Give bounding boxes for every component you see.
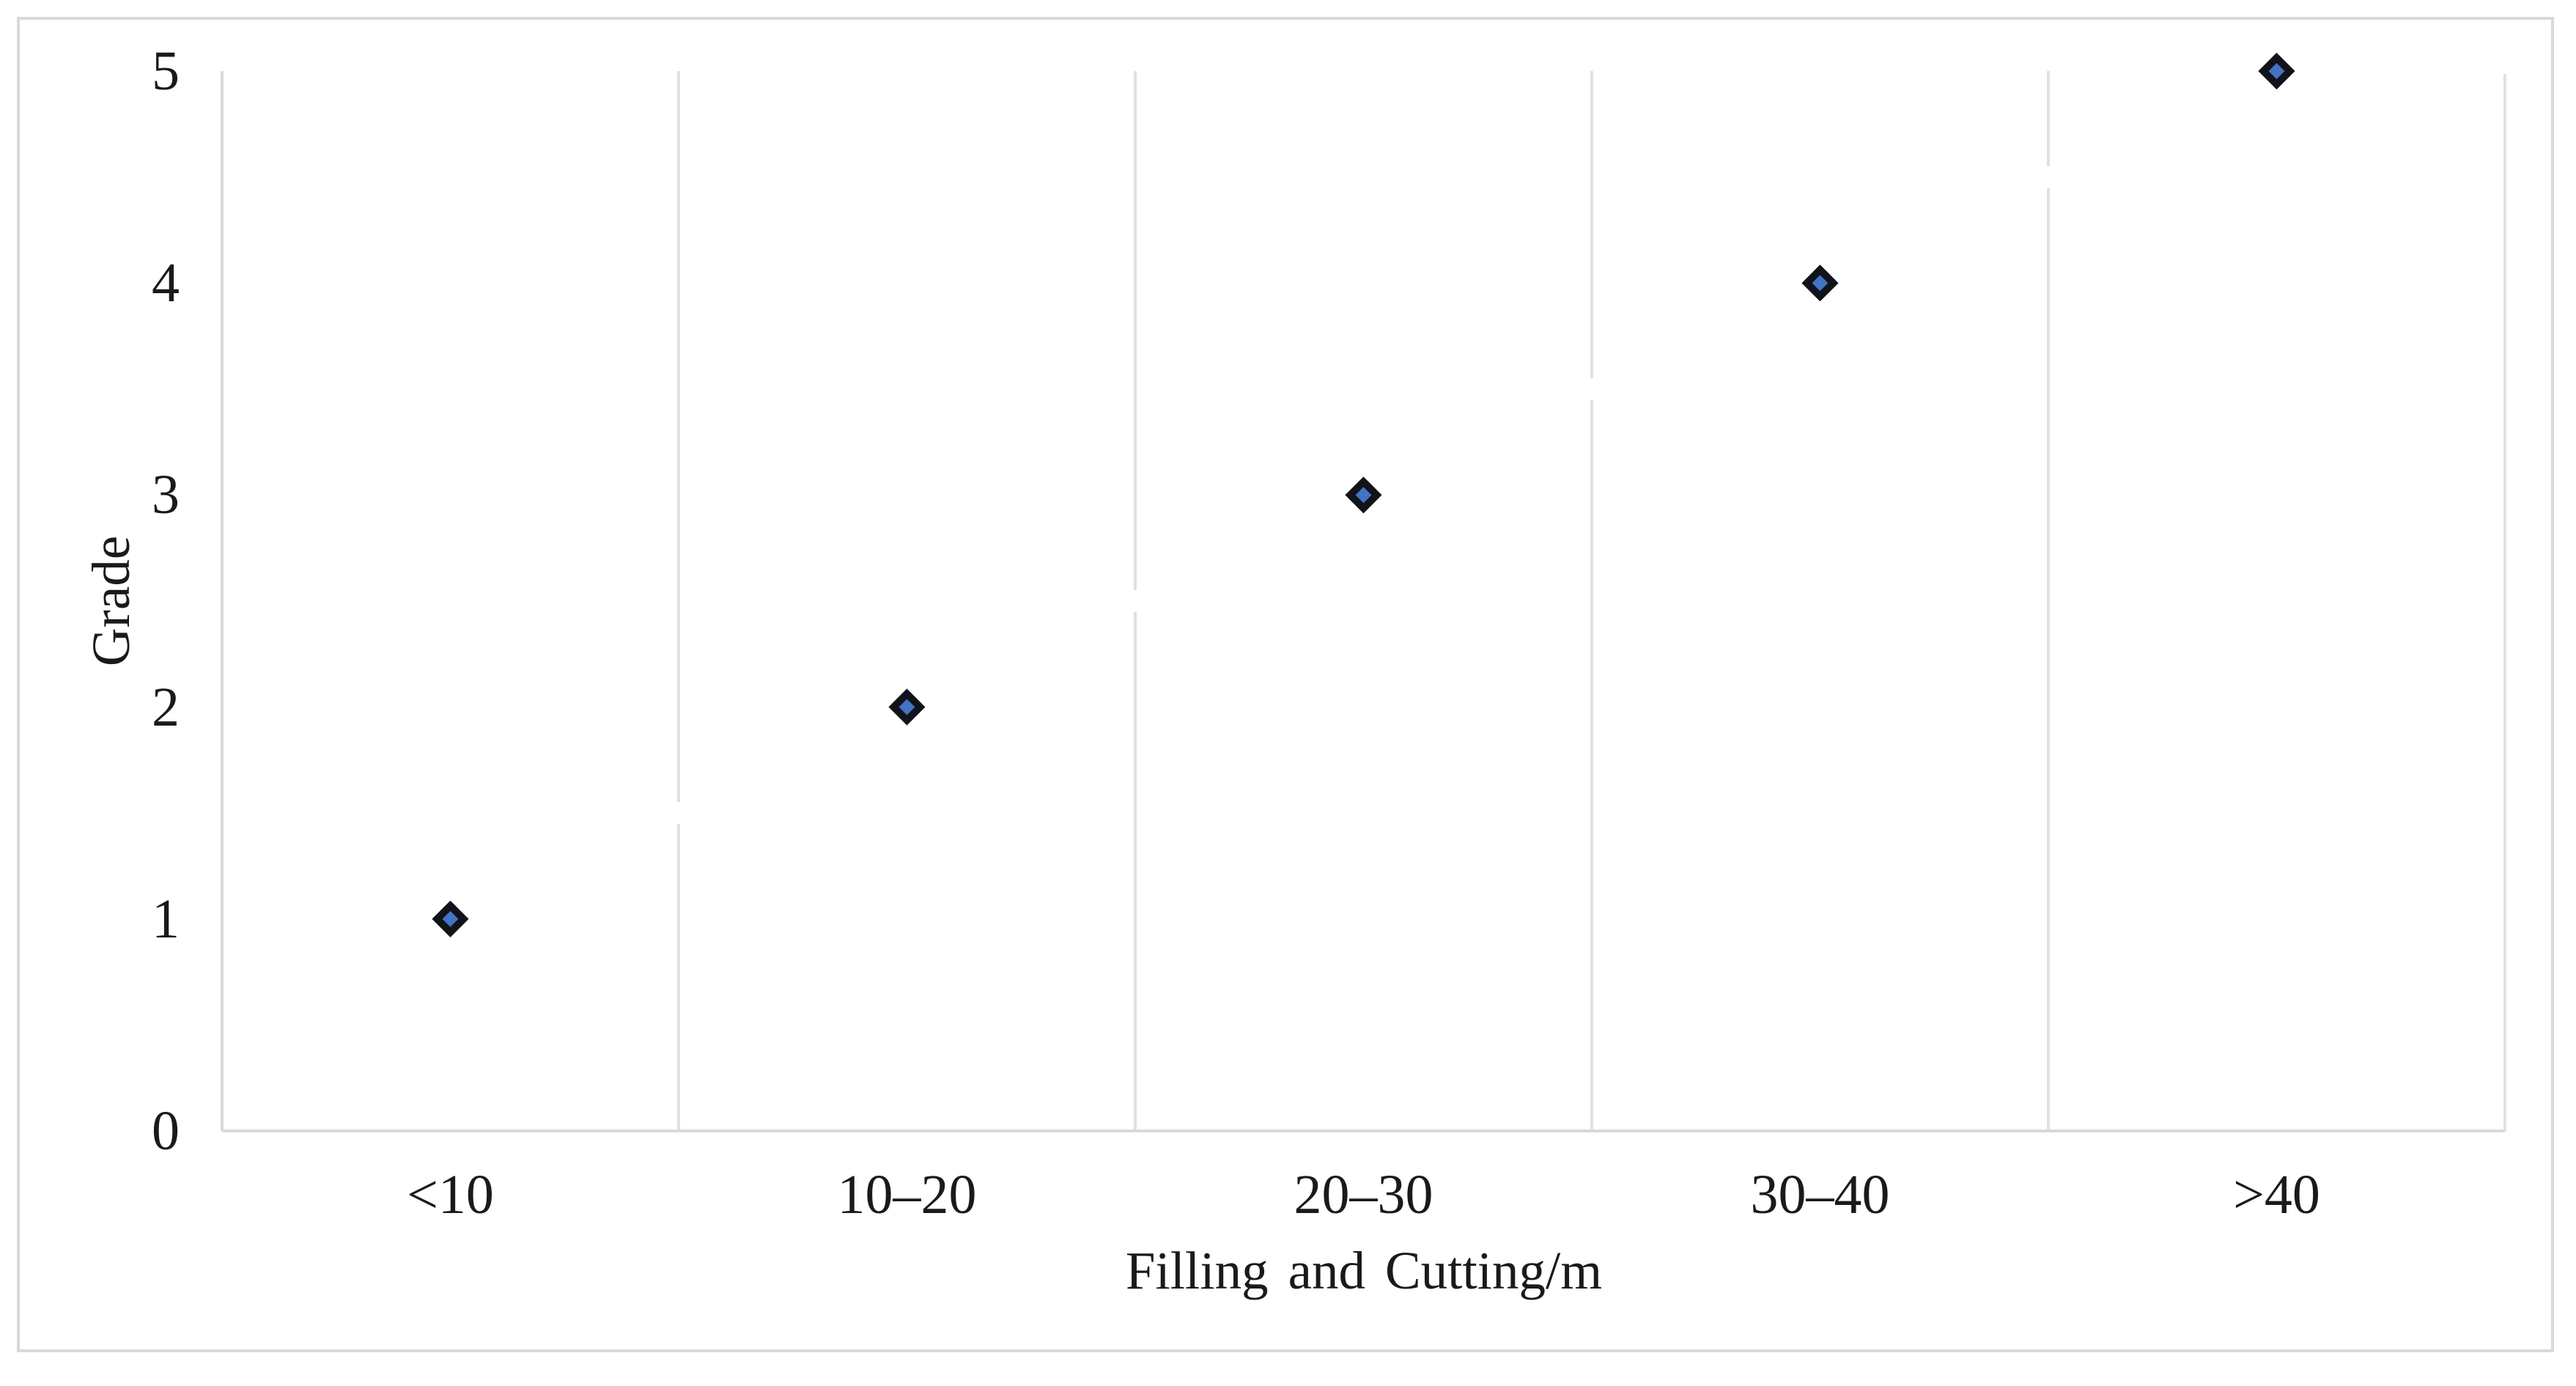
y-tick-label: 0: [152, 1100, 180, 1162]
x-tick-label: 10–20: [837, 1164, 977, 1225]
y-tick-label: 5: [152, 40, 180, 102]
data-point-marker: [2258, 52, 2295, 90]
y-axis-title: Grade: [81, 535, 141, 667]
y-tick-label: 3: [152, 464, 180, 526]
x-tick-label: 30–40: [1750, 1164, 1890, 1225]
x-tick-label: >40: [2233, 1164, 2320, 1225]
y-tick-label: 2: [152, 676, 180, 738]
data-point-marker: [1345, 476, 1382, 514]
x-tick-label: 20–30: [1293, 1164, 1433, 1225]
y-tick-label: 1: [152, 888, 180, 950]
x-tick-label: <10: [407, 1164, 494, 1225]
data-point-marker: [888, 688, 926, 726]
y-tick-label: 4: [152, 252, 180, 314]
x-axis-title: Filling and Cutting/m: [1125, 1241, 1603, 1300]
data-point-marker: [1801, 265, 1839, 302]
data-point-marker: [432, 900, 469, 937]
